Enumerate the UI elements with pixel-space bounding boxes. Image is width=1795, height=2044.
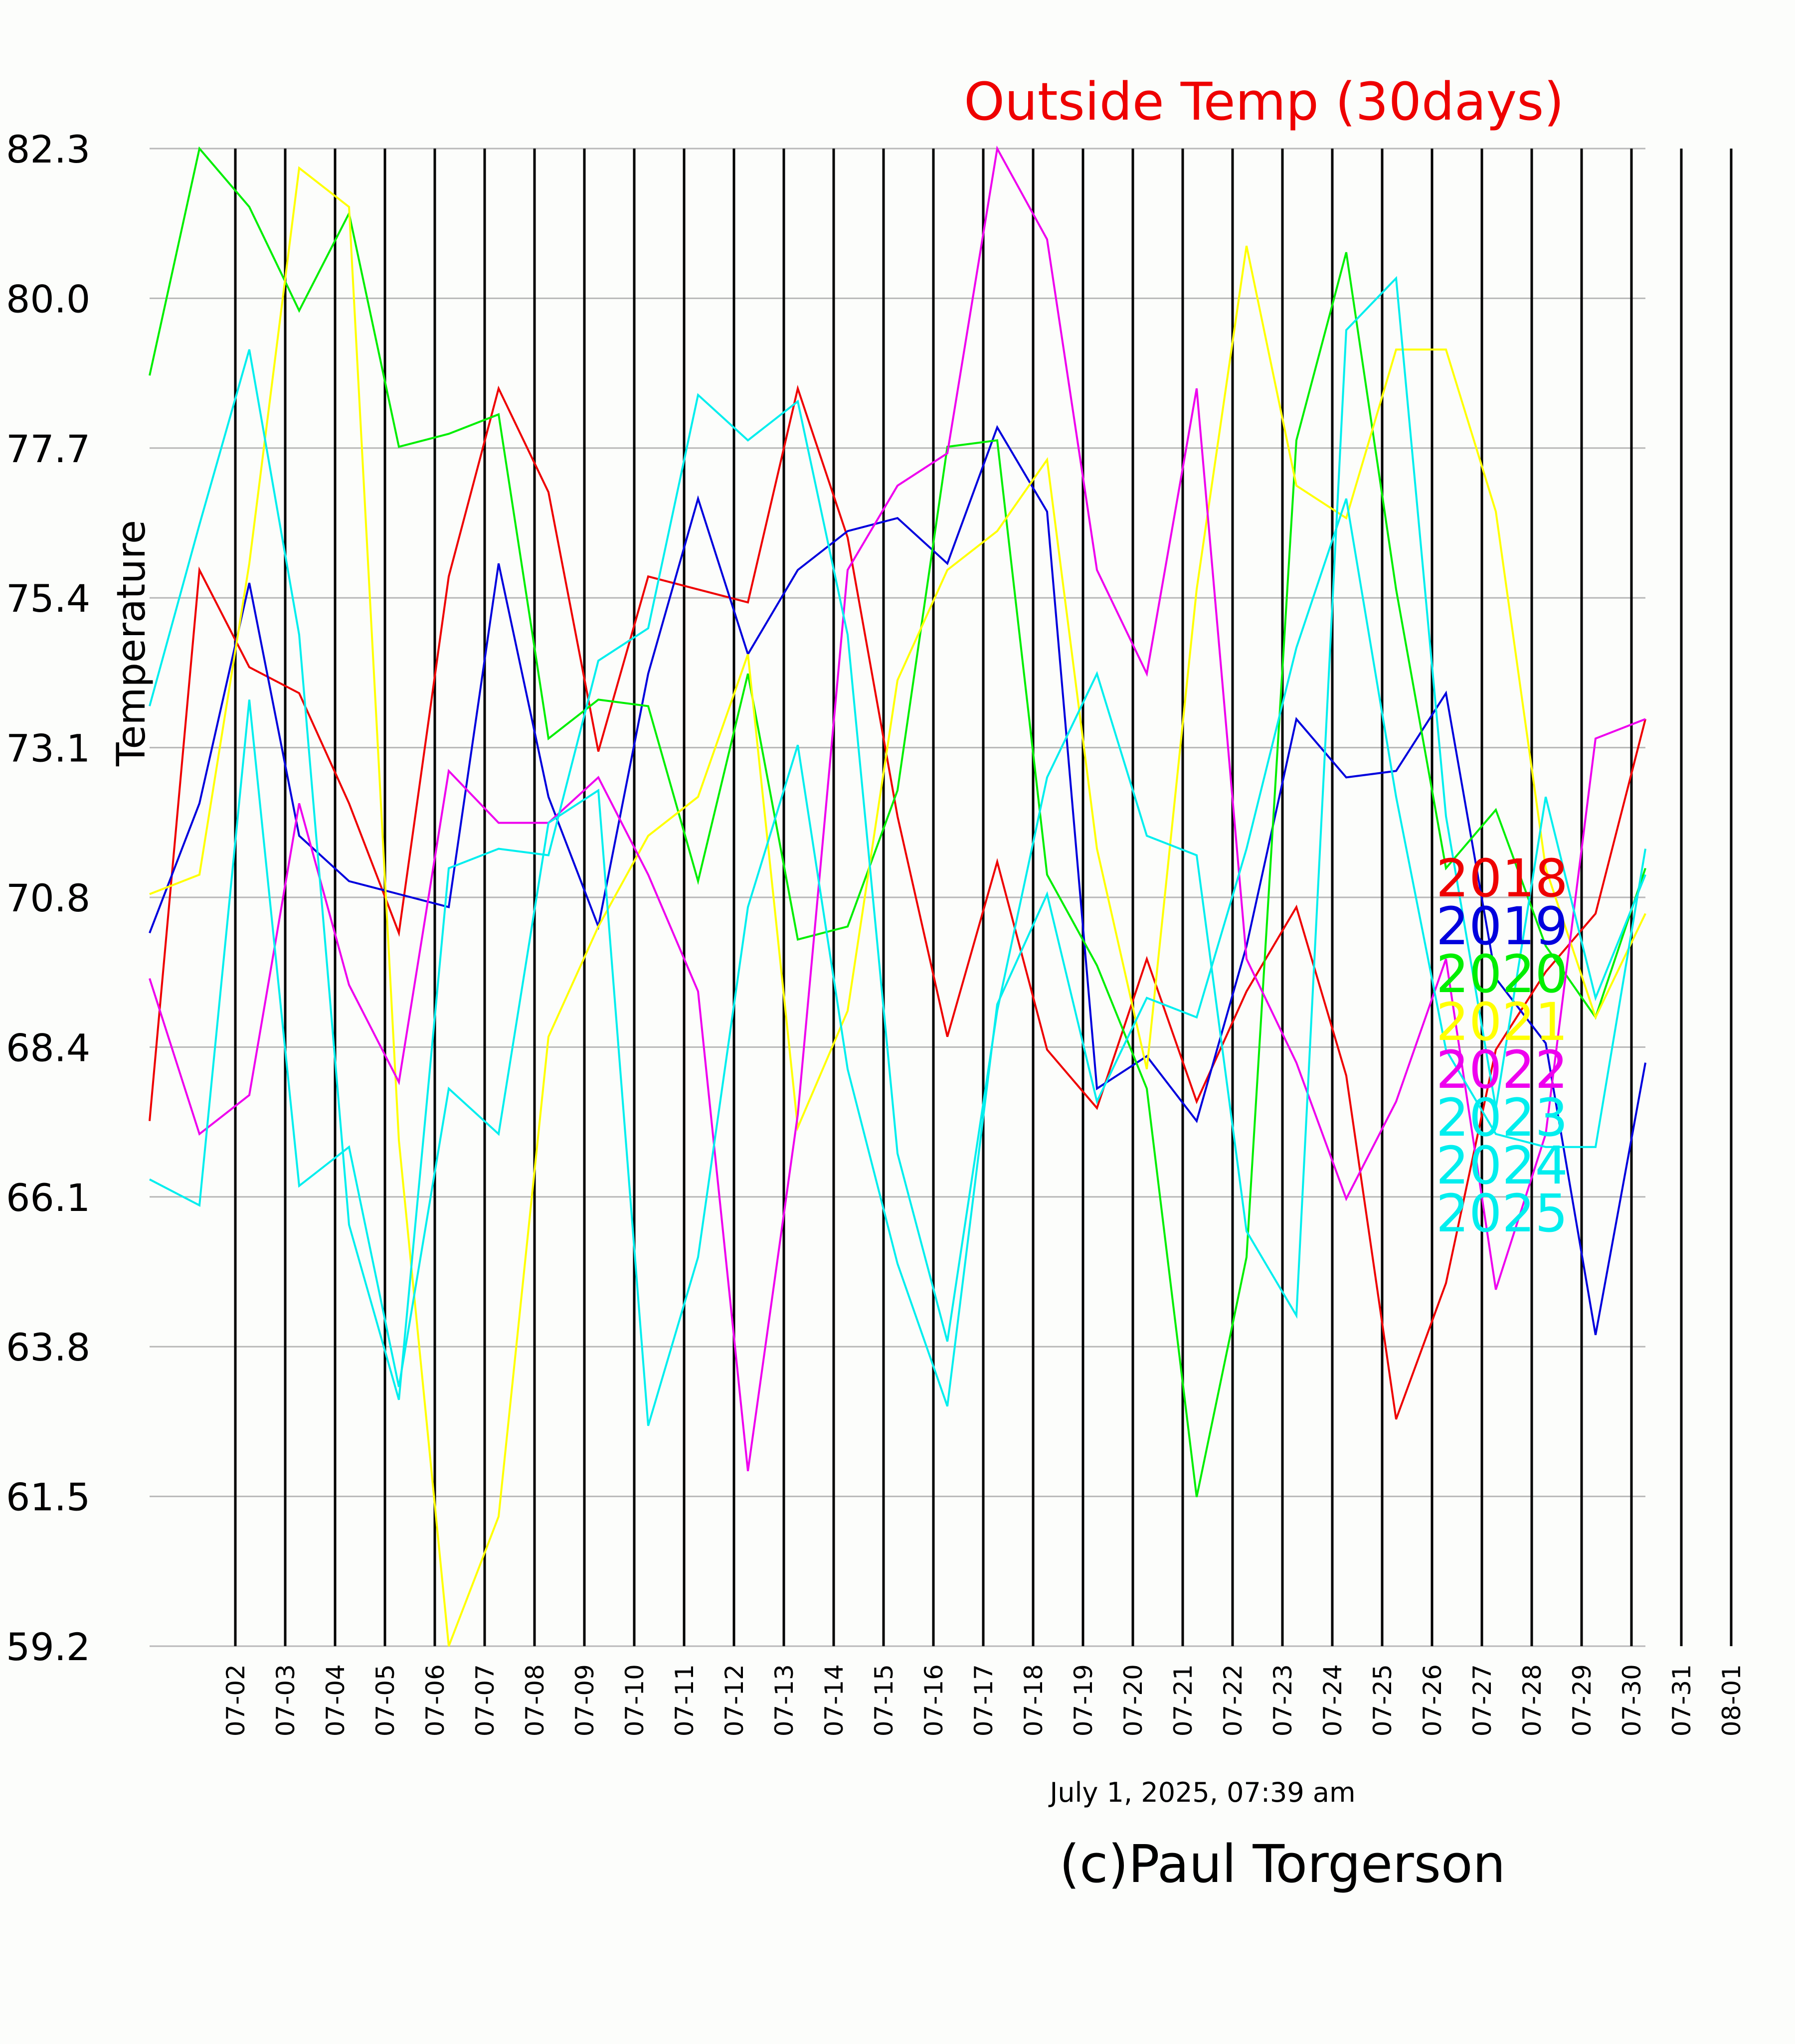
series-line-2019 xyxy=(149,425,1646,1336)
x-tick-label: 07-15 xyxy=(870,1664,898,1736)
credit: (c)Paul Torgerson xyxy=(1060,1834,1506,1894)
series-lines xyxy=(149,145,1646,1647)
series-line-2020 xyxy=(149,146,1646,1498)
x-tick-label: 07-26 xyxy=(1418,1664,1447,1736)
y-tick-label: 66.1 xyxy=(6,1176,90,1220)
series-line-2023 xyxy=(149,498,1646,1426)
x-tick-labels: 07-02 07-03 07-04 07-05 07-06 07-07 07-08 07-09… xyxy=(221,1664,1746,1736)
x-tick-label: 07-05 xyxy=(371,1664,400,1736)
legend-entry: 2018 xyxy=(1436,848,1568,909)
y-tick-label: 61.5 xyxy=(6,1475,90,1520)
y-tick-label: 68.4 xyxy=(6,1025,90,1070)
x-tick-label: 07-17 xyxy=(969,1664,998,1736)
x-tick-label: 07-12 xyxy=(720,1664,749,1736)
x-tick-label: 07-19 xyxy=(1069,1664,1098,1736)
x-tick-label: 07-28 xyxy=(1518,1664,1547,1736)
x-tick-label: 07-08 xyxy=(521,1664,549,1736)
x-tick-label: 07-24 xyxy=(1318,1664,1347,1736)
y-tick-label: 73.1 xyxy=(6,726,90,771)
x-tick-label: 07-03 xyxy=(271,1664,300,1736)
x-tick-label: 07-10 xyxy=(620,1664,649,1736)
legend-entry: 2024 xyxy=(1436,1135,1568,1196)
y-tick-label: 59.2 xyxy=(6,1625,90,1669)
x-tick-label: 07-11 xyxy=(670,1664,699,1736)
x-tick-label: 07-22 xyxy=(1219,1664,1248,1736)
series-line-2024 xyxy=(149,276,1646,1400)
x-tick-label: 07-31 xyxy=(1667,1664,1696,1736)
timestamp: July 1, 2025, 07:39 am xyxy=(1048,1777,1355,1808)
x-tick-label: 07-02 xyxy=(221,1664,250,1736)
series-line-2022 xyxy=(149,145,1646,1472)
horizontal-gridlines xyxy=(150,148,1645,1647)
x-tick-label: 07-09 xyxy=(570,1664,599,1736)
x-tick-label: 07-07 xyxy=(471,1664,500,1736)
y-tick-label: 63.8 xyxy=(6,1325,90,1369)
y-axis-label: Temperature xyxy=(109,520,154,767)
x-tick-label: 07-20 xyxy=(1119,1664,1148,1736)
x-tick-label: 07-23 xyxy=(1268,1664,1297,1736)
y-tick-label: 82.3 xyxy=(6,127,90,171)
legend-entry: 2021 xyxy=(1436,992,1568,1052)
x-tick-label: 07-14 xyxy=(820,1664,849,1736)
series-line-2021 xyxy=(149,166,1646,1647)
x-tick-label: 07-27 xyxy=(1468,1664,1497,1736)
legend-entry: 2023 xyxy=(1436,1087,1568,1148)
x-tick-label: 08-01 xyxy=(1717,1664,1746,1736)
y-tick-label: 70.8 xyxy=(6,876,90,920)
legend-entry: 2025 xyxy=(1436,1183,1568,1244)
x-tick-label: 07-21 xyxy=(1169,1664,1198,1736)
x-tick-label: 07-25 xyxy=(1368,1664,1397,1736)
chart-title: Outside Temp (30days) xyxy=(964,71,1564,132)
x-tick-label: 07-16 xyxy=(919,1664,948,1736)
x-tick-label: 07-04 xyxy=(321,1664,350,1736)
x-tick-label: 07-29 xyxy=(1568,1664,1597,1736)
x-tick-label: 07-13 xyxy=(770,1664,799,1736)
legend-entry: 2022 xyxy=(1436,1039,1568,1100)
x-tick-label: 07-30 xyxy=(1617,1664,1646,1736)
y-tick-labels: 82.3 80.0 77.7 75.4 73.1 70.8 68.4 66.1 63.8 61.5… xyxy=(6,127,90,1669)
y-tick-label: 80.0 xyxy=(6,277,90,321)
y-tick-label: 77.7 xyxy=(6,427,90,471)
legend-entry: 2019 xyxy=(1436,896,1568,957)
x-tick-label: 07-18 xyxy=(1019,1664,1048,1736)
y-tick-label: 75.4 xyxy=(6,576,90,621)
series-line-2018 xyxy=(149,384,1646,1420)
x-tick-label: 07-06 xyxy=(421,1664,450,1736)
legend-entry: 2020 xyxy=(1436,944,1568,1005)
